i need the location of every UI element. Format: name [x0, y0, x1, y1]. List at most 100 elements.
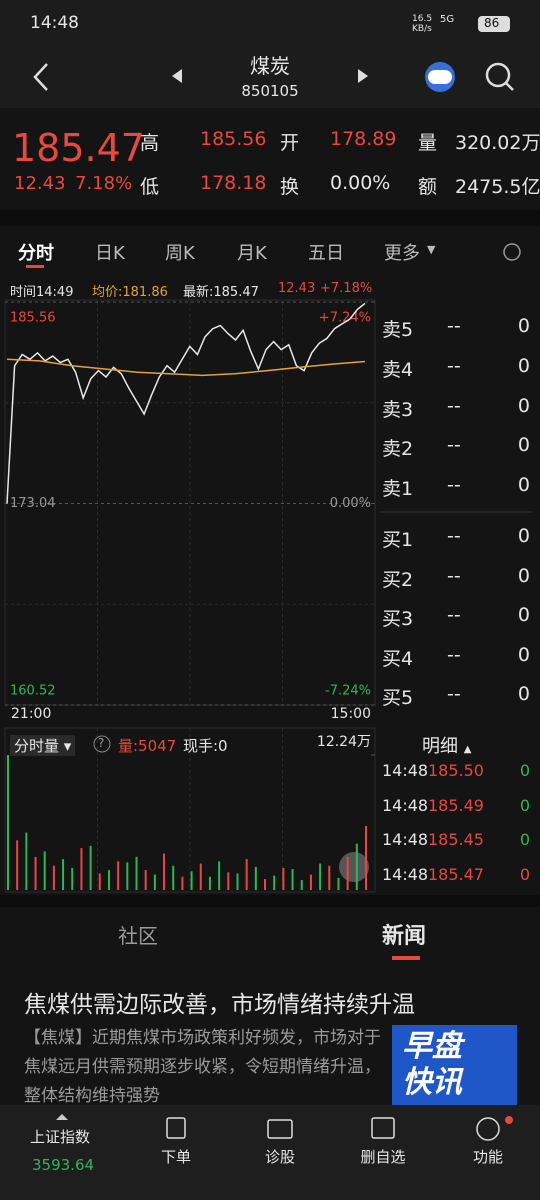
tab-arrow: ▼: [427, 243, 436, 256]
stock-code: 850105: [241, 82, 299, 100]
volume-selector[interactable]: 分时量 ▾: [10, 735, 76, 756]
info-avg: 均价:181.86: [92, 285, 168, 300]
battery: 86: [484, 16, 500, 30]
nav-item[interactable]: 诊股: [264, 1148, 295, 1166]
volume-bar: [218, 861, 221, 890]
field-value: 185.56: [200, 128, 267, 150]
volume-bar: [34, 856, 37, 890]
ticks-title[interactable]: 明细 ▲: [422, 736, 472, 757]
y-tick-label: 173.04: [10, 496, 56, 511]
fullscreen-icon[interactable]: [339, 852, 369, 882]
prev-icon[interactable]: [172, 69, 182, 83]
volume-bar: [117, 861, 120, 890]
news-tab[interactable]: 新闻: [382, 924, 427, 949]
tick-time: 14:48: [382, 795, 429, 815]
book-price: --: [447, 604, 461, 626]
tab[interactable]: 周K: [165, 243, 195, 264]
tab-indicator: [26, 265, 44, 268]
info-time: 时间14:49: [10, 285, 74, 300]
network: 5G: [440, 14, 455, 25]
field-label: 量: [418, 132, 438, 154]
book-label: 卖2: [382, 438, 414, 460]
tab-indicator: [392, 956, 420, 960]
nav-item[interactable]: 删自选: [360, 1148, 406, 1166]
book-label: 买5: [382, 687, 414, 709]
price: 185.47: [12, 126, 145, 170]
y2-tick-label: -7.24%: [325, 684, 371, 699]
book-volume: 0: [517, 474, 530, 496]
field-label: 高: [140, 132, 160, 154]
price-line: [6, 302, 366, 504]
nav-item[interactable]: 功能: [472, 1148, 503, 1166]
y-tick-label: 12.24万: [317, 734, 371, 750]
order-icon: [166, 1117, 186, 1139]
tab[interactable]: 日K: [95, 243, 125, 264]
volume-bar: [300, 880, 303, 890]
book-label: 卖1: [382, 478, 414, 500]
tick-volume: 0: [519, 864, 530, 884]
book-volume: 0: [517, 434, 530, 456]
book-price: --: [447, 395, 461, 417]
book-volume: 0: [517, 565, 530, 587]
tick-price: 185.45: [428, 830, 484, 849]
volume-bar: [190, 871, 193, 890]
book-label: 买1: [382, 529, 414, 551]
tick-volume: 0: [519, 761, 530, 780]
field-value: 178.89: [330, 128, 397, 150]
book-price: --: [447, 434, 461, 456]
current-hand: 现手:0: [183, 737, 228, 755]
tab[interactable]: 五日: [308, 243, 344, 264]
tab[interactable]: 分时: [18, 243, 54, 264]
book-label: 卖4: [382, 359, 414, 381]
robot-face: [428, 70, 452, 84]
index-name[interactable]: 上证指数: [30, 1128, 91, 1146]
news-title[interactable]: 焦煤供需边际改善，市场情绪持续升温: [24, 992, 415, 1018]
function-icon: [476, 1117, 500, 1141]
volume-bar: [107, 870, 110, 890]
y-tick-label: 185.56: [10, 311, 56, 326]
tick-price: 185.49: [428, 795, 484, 815]
clock: 14:48: [30, 13, 79, 33]
change: 12.43: [14, 173, 66, 194]
settings-icon[interactable]: [503, 243, 521, 261]
speed: 16.5: [412, 14, 433, 24]
news-body: 【焦煤】近期焦煤市场政策利好频发，市场对于焦煤远月供需预期逐步收紧，令短期情绪升…: [24, 1028, 381, 1105]
y2-tick-label: +7.24%: [319, 311, 371, 326]
search-icon[interactable]: [485, 62, 511, 88]
tab[interactable]: 月K: [237, 243, 267, 264]
volume-bar: [153, 874, 156, 890]
info-latest: 最新:185.47: [183, 285, 259, 300]
book-price: --: [447, 315, 461, 337]
book-volume: 0: [517, 644, 530, 666]
separator: [0, 210, 540, 226]
book-label: 买4: [382, 648, 414, 670]
x-label: 21:00: [11, 706, 52, 722]
bottom-nav: [0, 1105, 540, 1200]
volume-bar: [291, 869, 294, 890]
news-tab[interactable]: 社区: [118, 924, 158, 948]
book-volume: 0: [517, 683, 530, 705]
book-price: --: [447, 644, 461, 666]
book-label: 买3: [382, 608, 414, 630]
help-icon[interactable]: [93, 735, 111, 753]
info-pct: +7.18%: [320, 281, 373, 296]
tick-price: 185.50: [428, 761, 484, 780]
volume-info: 量:5047: [118, 737, 177, 755]
volume-bar: [163, 853, 166, 890]
book-volume: 0: [517, 315, 530, 337]
field-label: 低: [140, 176, 160, 198]
book-price: --: [447, 474, 461, 496]
search-icon: [505, 82, 514, 91]
next-icon[interactable]: [358, 69, 368, 83]
book-price: --: [447, 525, 461, 547]
nav-item[interactable]: 下单: [160, 1148, 191, 1166]
tab[interactable]: 更多: [384, 243, 420, 264]
image-text: 快讯: [402, 1065, 462, 1100]
book-price: --: [447, 565, 461, 587]
back-icon[interactable]: [33, 63, 48, 91]
volume-bar: [245, 859, 248, 890]
volume-bar: [199, 863, 202, 890]
tick-time: 14:48: [382, 864, 429, 884]
